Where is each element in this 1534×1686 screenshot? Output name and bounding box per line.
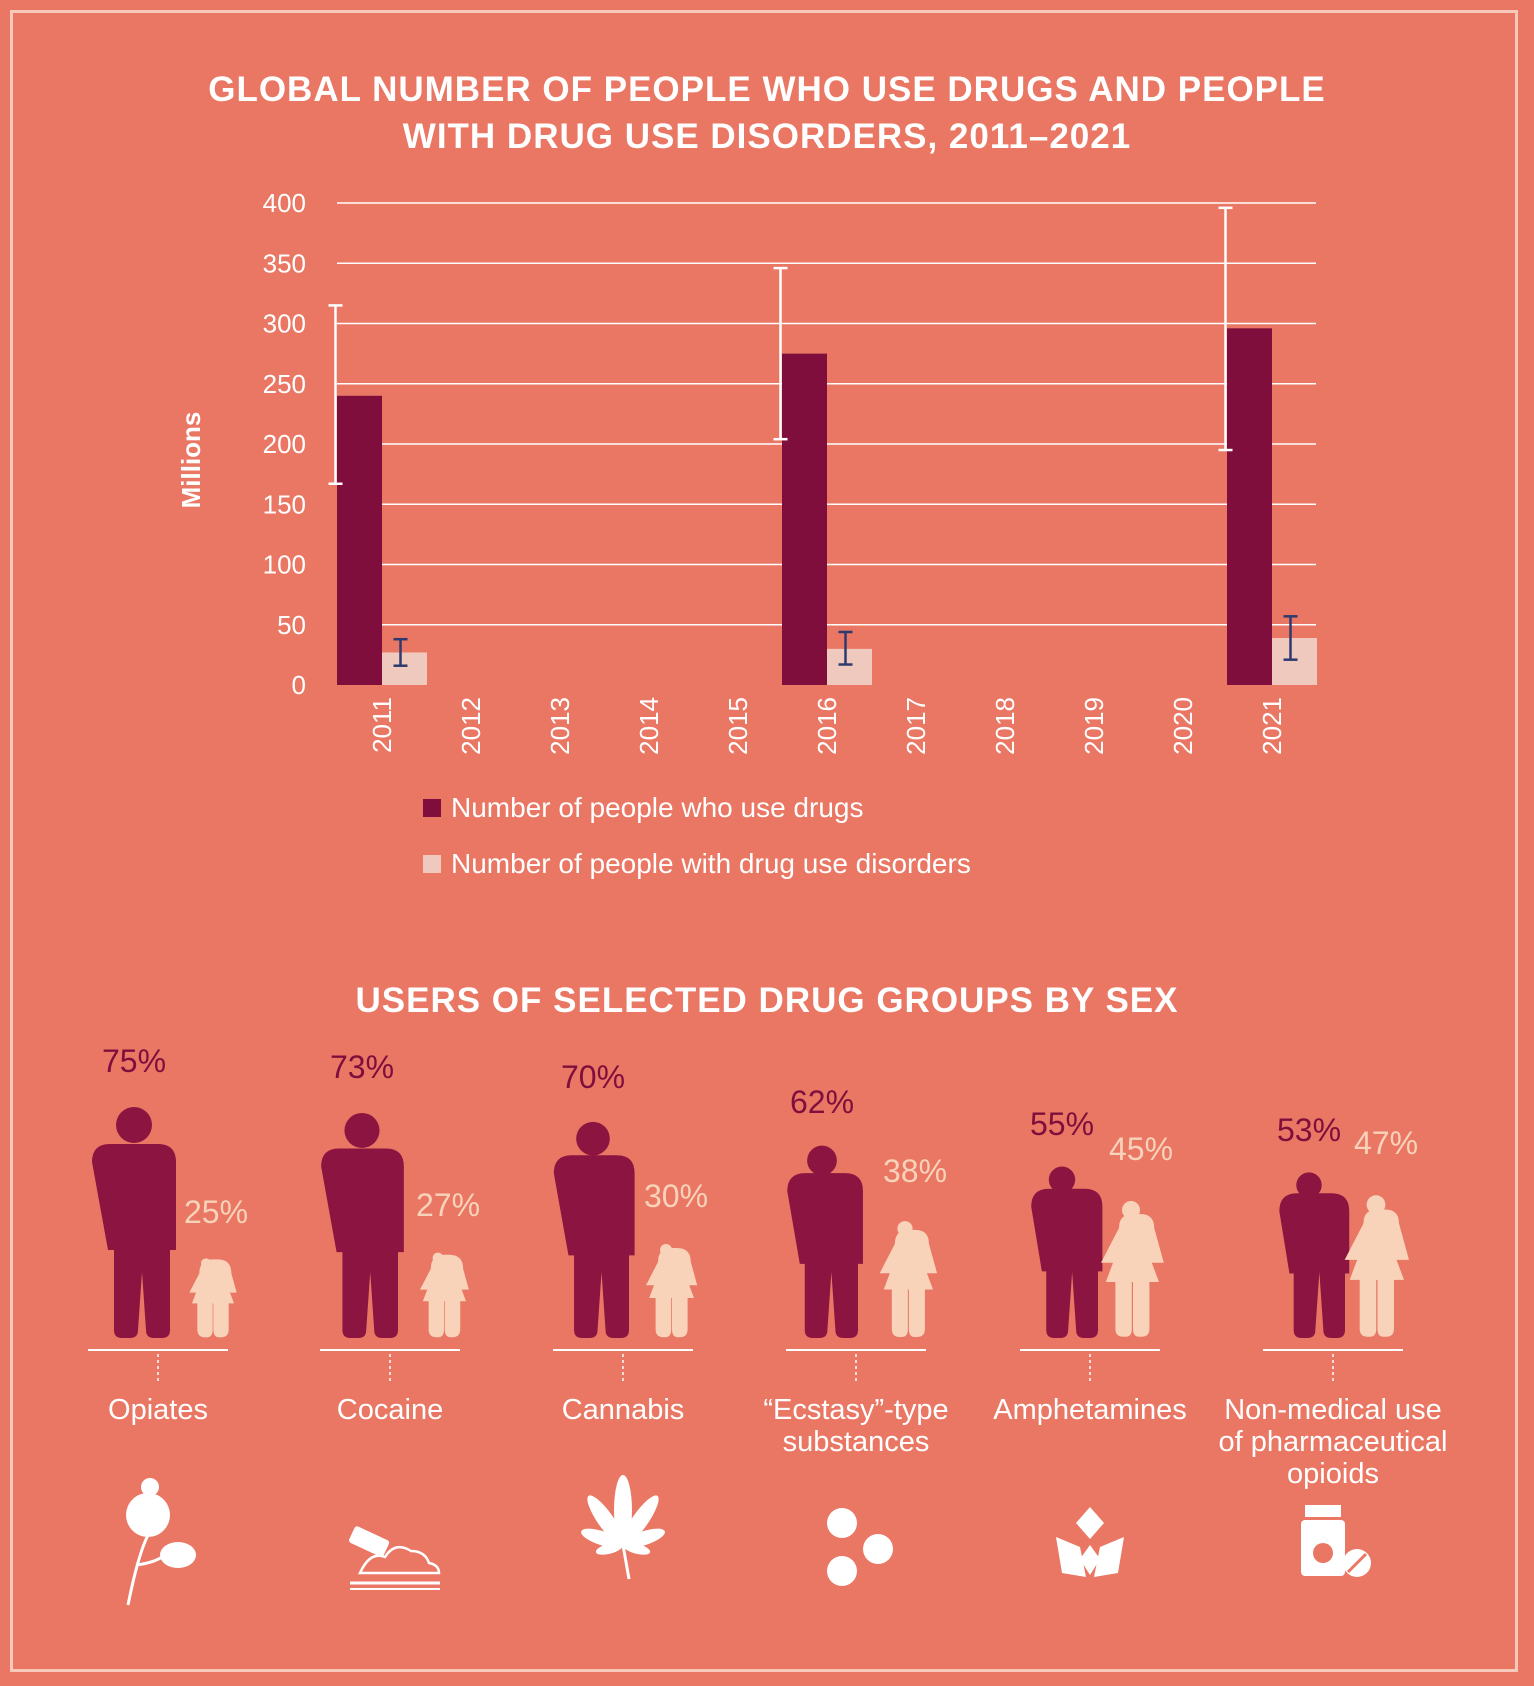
y-tick-label: 350 <box>263 248 306 278</box>
infographic-frame <box>10 10 1518 1672</box>
x-tick-label: 2017 <box>901 697 931 755</box>
x-tick-label: 2018 <box>990 697 1020 755</box>
female-percentage: 47% <box>1353 1124 1419 1161</box>
error-bar <box>328 304 343 486</box>
drug-group-label: Cannabis <box>561 1394 685 1426</box>
x-tick-label: 2021 <box>1257 697 1287 755</box>
error-bar <box>1218 206 1233 452</box>
bar-disorders <box>827 648 872 685</box>
drug-group-label: Opiates <box>108 1394 208 1426</box>
y-tick-label: 300 <box>263 309 306 339</box>
drug-group-label: Non-medical use of pharmaceutical opioid… <box>1218 1394 1448 1490</box>
y-tick-label: 150 <box>263 489 306 519</box>
male-percentage: 70% <box>560 1058 626 1095</box>
female-percentage: 27% <box>415 1187 481 1224</box>
drug-group-label: Cocaine <box>336 1394 444 1426</box>
female-percentage: 38% <box>882 1152 948 1189</box>
y-tick-label: 200 <box>263 429 306 459</box>
y-tick-label: 50 <box>277 610 306 640</box>
x-tick-label: 2020 <box>1168 697 1198 755</box>
legend-swatch-disorders <box>423 855 441 873</box>
x-tick-label: 2015 <box>723 697 753 755</box>
drug-group-label: Amphetamines <box>993 1394 1187 1426</box>
drug-group-label: “Ecstasy”-type substances <box>763 1394 949 1458</box>
y-tick-label: 0 <box>292 670 306 700</box>
legend-swatch-users <box>423 799 441 817</box>
female-percentage: 30% <box>643 1178 709 1214</box>
legend-item-disorders: Number of people with drug use disorders <box>423 848 971 880</box>
bar-chart: 0 50 100 150 200 250 300 350 400 Millions 2011 2012… <box>176 188 1317 755</box>
pictograph-title: USERS OF SELECTED DRUG GROUPS BY SEX <box>355 981 1179 1020</box>
bar-users <box>1227 328 1272 685</box>
y-tick-label: 250 <box>263 369 306 399</box>
bar-users <box>337 395 382 685</box>
bar-disorders <box>1272 638 1317 685</box>
male-percentage: 62% <box>789 1083 855 1120</box>
male-percentage: 55% <box>1029 1105 1095 1142</box>
x-tick-label: 2013 <box>545 697 575 755</box>
error-bar <box>773 266 788 441</box>
x-tick-label: 2012 <box>456 697 486 755</box>
x-tick-label: 2016 <box>812 697 842 755</box>
legend-item-users: Number of people who use drugs <box>423 792 863 824</box>
female-percentage: 25% <box>183 1193 249 1230</box>
x-tick-label: 2014 <box>634 697 664 755</box>
chart-title: GLOBAL NUMBER OF PEOPLE WHO USE DRUGS AN… <box>208 70 1326 156</box>
male-percentage: 53% <box>1276 1111 1342 1148</box>
male-percentage: 73% <box>329 1049 395 1086</box>
y-tick-label: 400 <box>263 188 306 218</box>
y-axis-label: Millions <box>176 412 206 509</box>
female-percentage: 45% <box>1108 1131 1174 1167</box>
error-bar <box>838 630 853 666</box>
x-tick-label: 2011 <box>367 697 397 753</box>
bar-users <box>782 353 827 685</box>
x-tick-label: 2019 <box>1079 697 1109 755</box>
legend-label-users: Number of people who use drugs <box>451 792 864 823</box>
error-bar <box>1283 615 1298 661</box>
legend-label-disorders: Number of people with drug use disorders <box>451 848 971 879</box>
error-bar <box>393 637 408 667</box>
y-tick-label: 100 <box>263 550 306 580</box>
bar-disorders <box>382 652 427 685</box>
male-percentage: 75% <box>101 1043 167 1079</box>
